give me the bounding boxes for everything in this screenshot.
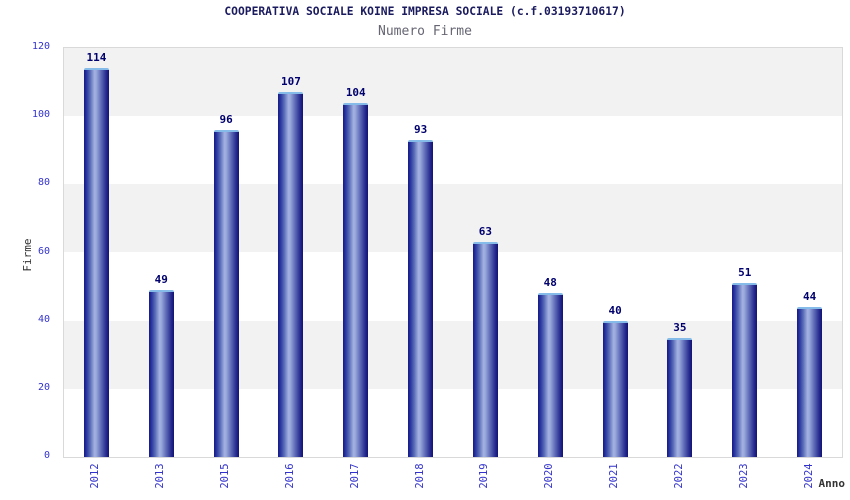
x-tick-label-2018: 2018 — [413, 463, 426, 489]
y-tick-label: 60 — [37, 245, 50, 257]
x-tick-label-2021: 2021 — [608, 463, 621, 489]
grid-band — [64, 252, 842, 321]
bar-2023 — [732, 283, 758, 457]
bar-value-label: 48 — [543, 276, 557, 290]
x-tick-label-2015: 2015 — [219, 463, 232, 489]
grid-band — [64, 48, 842, 117]
y-tick-label: 120 — [31, 41, 50, 52]
bar-value-label: 40 — [608, 303, 622, 317]
grid-band — [64, 184, 842, 253]
bar-2016 — [278, 92, 304, 457]
x-tick-label-2016: 2016 — [283, 463, 296, 489]
bar-2019 — [472, 242, 498, 457]
grid-band — [64, 116, 842, 185]
bar-value-label: 44 — [802, 290, 817, 304]
y-tick-label: 100 — [31, 109, 50, 121]
x-tick-label-2020: 2020 — [543, 463, 556, 489]
grid-band — [64, 320, 842, 389]
x-tick-label-2022: 2022 — [672, 463, 685, 489]
bar-2018 — [408, 140, 434, 457]
bar-value-label: 49 — [154, 272, 168, 286]
bar-2017 — [343, 102, 369, 457]
grid-band — [64, 388, 842, 457]
bar-2022 — [667, 337, 693, 457]
bar-value-label: 107 — [280, 75, 301, 89]
bar-2013 — [148, 290, 174, 457]
y-tick-label: 0 — [43, 450, 50, 461]
y-tick-label: 80 — [37, 177, 50, 189]
bar-value-label: 51 — [738, 266, 752, 280]
bar-2020 — [537, 293, 563, 457]
bar-2012 — [83, 68, 109, 457]
x-tick-label-2019: 2019 — [478, 463, 491, 489]
bar-value-label: 96 — [219, 112, 233, 126]
bar-value-label: 93 — [413, 123, 428, 137]
bar-2021 — [602, 320, 628, 457]
x-tick-label-2024: 2024 — [802, 463, 815, 489]
bar-2015 — [213, 129, 239, 457]
bar-value-label: 114 — [86, 51, 107, 65]
chart-subtitle: Numero Firme — [378, 24, 472, 39]
x-axis-title: Anno — [818, 477, 846, 490]
x-tick-label-2023: 2023 — [737, 463, 750, 489]
x-tick-label-2012: 2012 — [89, 463, 102, 489]
chart-title: COOPERATIVA SOCIALE KOINE IMPRESA SOCIAL… — [224, 5, 626, 18]
y-tick-label: 40 — [37, 313, 50, 325]
bar-value-label: 104 — [345, 85, 366, 99]
bar-2024 — [797, 307, 823, 457]
y-tick-label: 20 — [37, 381, 50, 393]
x-tick-label-2017: 2017 — [348, 463, 361, 489]
plot-area: 114 49 96 107 104 93 63 48 40 35 51 44 — [63, 47, 843, 458]
bar-value-label: 63 — [478, 225, 493, 239]
bar-value-label: 35 — [673, 320, 687, 334]
x-tick-label-2013: 2013 — [154, 463, 167, 489]
